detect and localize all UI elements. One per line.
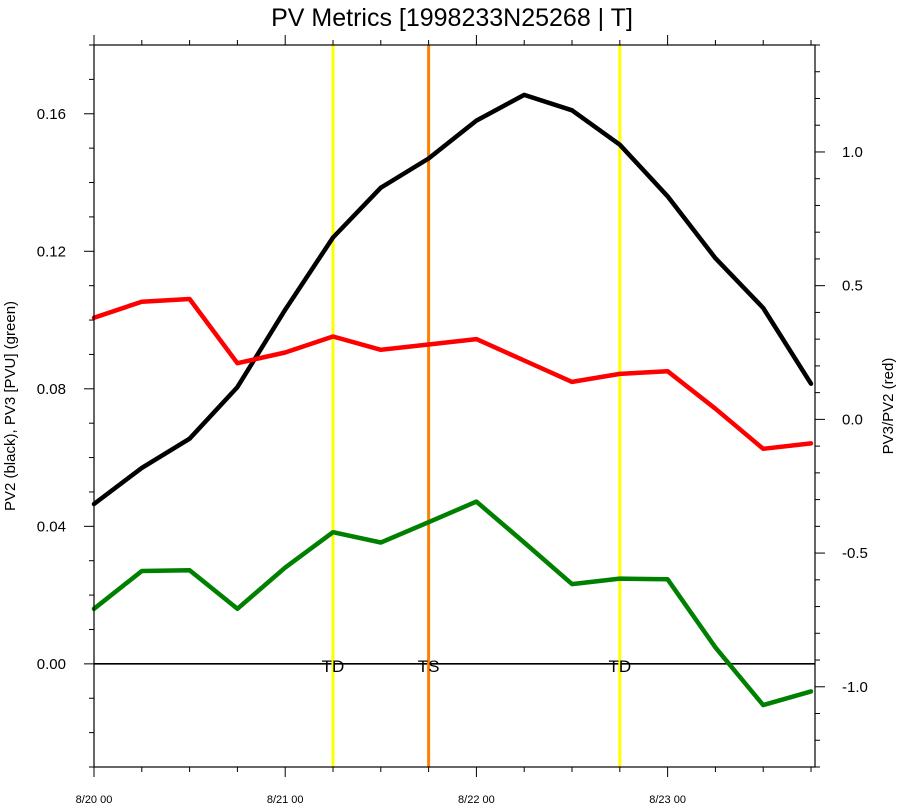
x-tick-label: 8/21 00	[267, 794, 304, 805]
y-left-tick-label: 0.12	[37, 243, 66, 260]
event-label-td: TD	[322, 657, 345, 676]
series-pv3-pv2	[91, 296, 814, 452]
event-label-td: TD	[608, 657, 631, 676]
chart-title: PV Metrics [1998233N25268 | T]	[271, 4, 633, 32]
y-right-tick-label: -1.0	[842, 679, 868, 696]
y-left-tick-label: 0.16	[37, 106, 66, 123]
y-left-tick-label: 0.00	[37, 656, 66, 673]
plot-frame	[93, 44, 816, 768]
y-right-tick-labels: 1.0 0.5 0.0 -0.5 -1.0	[842, 144, 868, 696]
x-tick-label: 8/22 00	[458, 794, 495, 805]
event-labels: TD TS TD	[322, 657, 631, 676]
event-label-ts: TS	[418, 657, 440, 676]
y-right-tick-label: -0.5	[842, 545, 868, 562]
y-left-tick-labels: 0.16 0.12 0.08 0.04 0.00	[37, 106, 66, 673]
y-right-tick-label: 0.0	[842, 411, 863, 428]
y-left-tick-label: 0.08	[37, 381, 66, 398]
series-lines	[91, 92, 814, 708]
series-pv3	[91, 499, 814, 708]
y-left-tick-label: 0.04	[37, 518, 66, 535]
axis-ticks	[84, 35, 825, 777]
x-tick-label: 8/20 00	[76, 794, 113, 805]
x-tick-labels: 8/20 00 8/21 00 8/22 00 8/23 00	[76, 794, 686, 805]
y-axis-left-label: PV2 (black), PV3 [PVU] (green)	[2, 301, 19, 511]
series-pv2	[91, 92, 814, 507]
y-right-tick-label: 0.5	[842, 278, 863, 295]
y-axis-right-label: PV3/PV2 (red)	[880, 358, 897, 455]
y-right-tick-label: 1.0	[842, 144, 863, 161]
event-lines	[331, 45, 622, 767]
x-tick-label: 8/23 00	[649, 794, 686, 805]
